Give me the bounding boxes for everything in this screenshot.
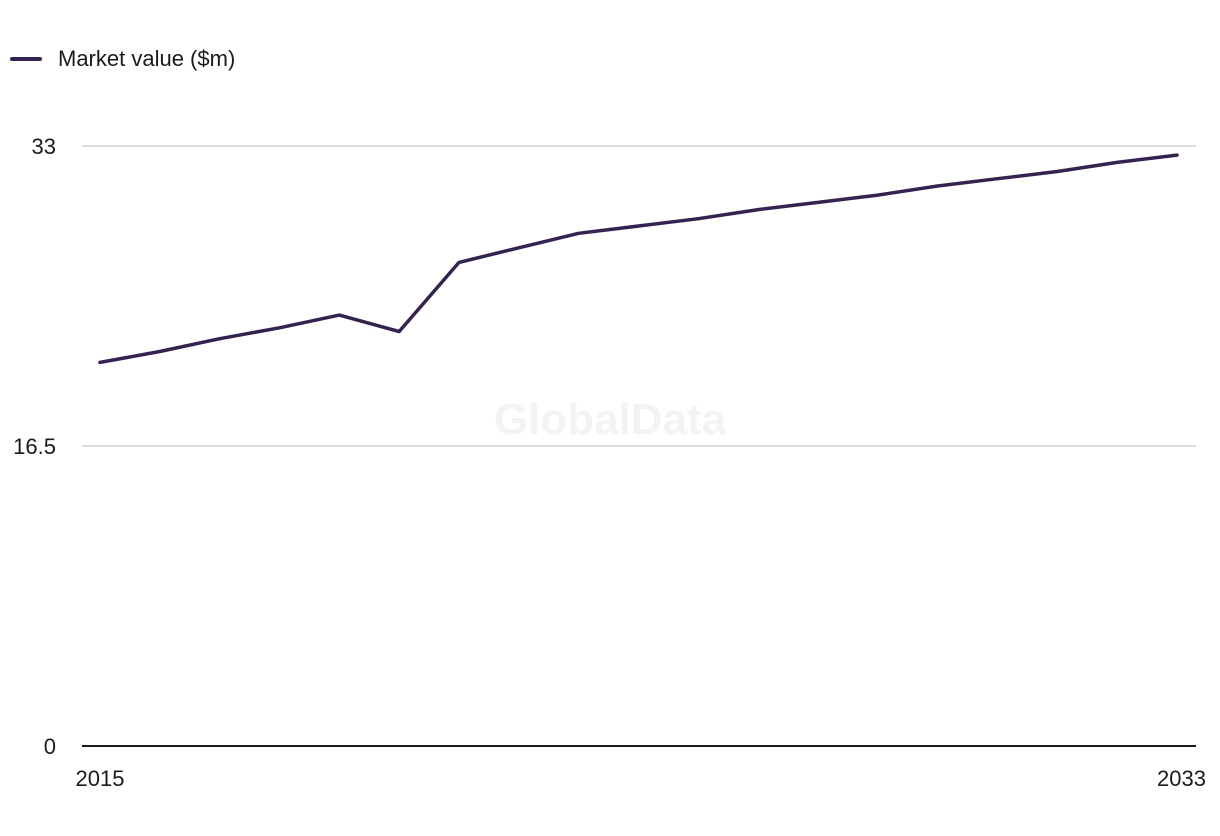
data-point bbox=[636, 223, 642, 229]
x-axis-ticks: 2015 2033 bbox=[76, 766, 1206, 791]
data-point bbox=[1174, 152, 1180, 158]
data-point bbox=[1054, 168, 1060, 174]
series-line-market-value bbox=[98, 153, 1179, 365]
legend-line-swatch bbox=[10, 57, 42, 61]
watermark: GlobalData bbox=[494, 395, 727, 444]
data-point bbox=[815, 199, 821, 205]
data-point bbox=[935, 183, 941, 189]
data-point bbox=[396, 328, 402, 334]
data-point bbox=[995, 176, 1001, 182]
data-point bbox=[516, 245, 522, 251]
legend: Market value ($m) bbox=[10, 46, 235, 72]
y-axis-ticks: 0 16.5 33 bbox=[13, 134, 56, 759]
x-tick-label: 2015 bbox=[76, 766, 125, 791]
data-point bbox=[1114, 159, 1120, 165]
data-point bbox=[755, 207, 761, 213]
data-point bbox=[456, 259, 462, 265]
x-tick-label: 2033 bbox=[1157, 766, 1206, 791]
data-point bbox=[695, 216, 701, 222]
data-point bbox=[97, 359, 103, 365]
y-tick-label: 33 bbox=[32, 134, 56, 159]
data-point bbox=[336, 312, 342, 318]
data-point bbox=[157, 348, 163, 354]
series-layer bbox=[97, 152, 1180, 365]
data-point bbox=[875, 192, 881, 198]
y-tick-label: 0 bbox=[44, 734, 56, 759]
data-point bbox=[277, 325, 283, 331]
legend-label: Market value ($m) bbox=[58, 46, 236, 71]
y-tick-label: 16.5 bbox=[13, 434, 56, 459]
data-point bbox=[576, 230, 582, 236]
data-point bbox=[217, 336, 223, 342]
grid-lines bbox=[82, 145, 1196, 747]
